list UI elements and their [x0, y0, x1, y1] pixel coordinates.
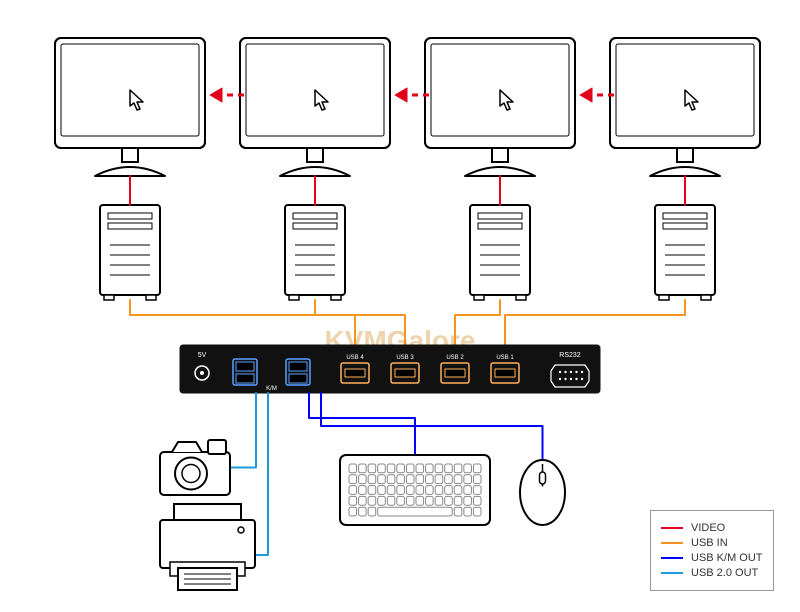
cable-usb-in-1	[130, 300, 355, 345]
pc-tower-3	[470, 205, 530, 300]
svg-text:USB 1: USB 1	[496, 355, 514, 361]
cable-usb20-camera	[230, 393, 256, 468]
legend-item-usb-in: USB IN	[661, 537, 763, 549]
printer	[160, 504, 255, 590]
cable-usb-km-mouse	[321, 393, 543, 460]
pc-tower-2	[285, 205, 345, 300]
svg-text:K/M: K/M	[266, 386, 277, 392]
cursor-arrow-2	[395, 88, 429, 102]
svg-text:USB 4: USB 4	[346, 355, 364, 361]
mouse	[520, 460, 565, 525]
legend-swatch	[661, 572, 683, 574]
pc-tower-1	[100, 205, 160, 300]
legend-item-usb-2-0-out: USB 2.0 OUT	[661, 567, 763, 579]
legend-label: VIDEO	[691, 522, 725, 534]
legend-swatch	[661, 527, 683, 529]
legend-label: USB K/M OUT	[691, 552, 763, 564]
legend-label: USB IN	[691, 537, 728, 549]
legend-label: USB 2.0 OUT	[691, 567, 758, 579]
km-switch: 5V K/M USB 4 USB 3 USB 2 USB 1 RS232	[180, 345, 600, 393]
keyboard	[340, 455, 490, 525]
svg-text:USB 2: USB 2	[446, 355, 464, 361]
cursor-arrow-3	[580, 88, 614, 102]
monitor-3	[425, 38, 575, 176]
svg-text:RS232: RS232	[559, 352, 581, 359]
monitor-1	[55, 38, 205, 176]
cursor-arrow-1	[210, 88, 244, 102]
svg-text:5V: 5V	[198, 352, 207, 359]
monitor-2	[240, 38, 390, 176]
svg-text:USB 3: USB 3	[396, 355, 414, 361]
pc-tower-4	[655, 205, 715, 300]
cable-usb-in-4	[505, 300, 685, 345]
legend-swatch	[661, 542, 683, 544]
legend-item-usb-k-m-out: USB K/M OUT	[661, 552, 763, 564]
cable-usb-km-keyboard	[309, 393, 415, 455]
camera	[160, 440, 230, 495]
legend: VIDEO USB IN USB K/M OUT USB 2.0 OUT	[650, 510, 774, 591]
legend-item-video: VIDEO	[661, 522, 763, 534]
monitor-4	[610, 38, 760, 176]
legend-swatch	[661, 557, 683, 559]
